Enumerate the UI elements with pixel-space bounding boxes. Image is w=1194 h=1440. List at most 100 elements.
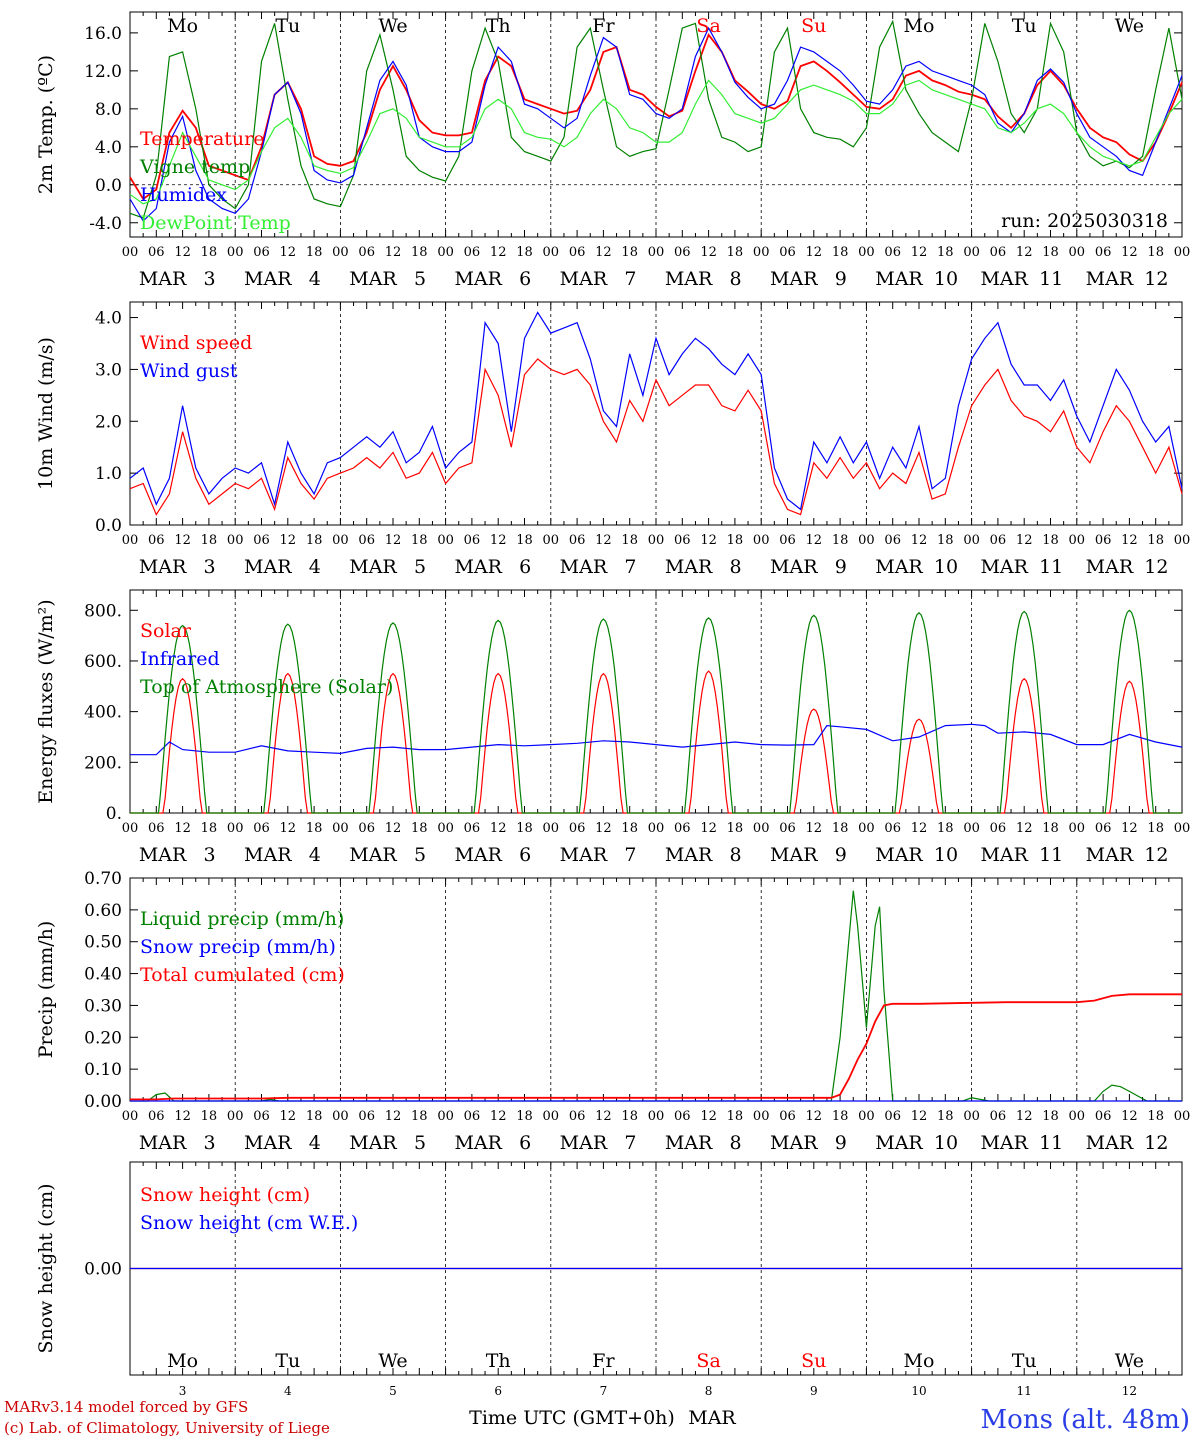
x-hour-label: 12 (1016, 821, 1033, 836)
y-tick-label: 0.20 (84, 1028, 122, 1048)
x-month-label: MAR (1086, 556, 1134, 578)
x-date-label: 12 (1144, 268, 1168, 290)
x-hour-label: 18 (516, 1109, 533, 1124)
y-tick-label: 8.0 (95, 100, 122, 120)
x-hour-label: 00 (753, 1109, 770, 1124)
run-label: run: 2025030318 (1001, 210, 1168, 232)
x-hour-label: 06 (990, 821, 1007, 836)
x-hour-label: 12 (595, 533, 612, 548)
x-hour-label: 12 (1016, 245, 1033, 260)
y-axis-title: Snow height (cm) (35, 1183, 57, 1353)
x-hour-label: 18 (937, 245, 954, 260)
x-date-label: 7 (624, 1132, 636, 1154)
y-tick-label: 1.0 (95, 464, 122, 484)
x-hour-label: 06 (884, 1109, 901, 1124)
x-month-label: MAR (139, 268, 187, 290)
x-hour-label: 00 (753, 245, 770, 260)
x-hour-label: 06 (779, 245, 796, 260)
weekday-label: We (378, 15, 407, 37)
x-date-label: 3 (204, 1132, 216, 1154)
y-tick-label: 4.0 (95, 309, 122, 329)
x-hour-label: 12 (911, 821, 928, 836)
weekday-label: Mo (167, 15, 198, 37)
x-hour-label: 18 (1042, 821, 1059, 836)
month-label: MAR (688, 1407, 736, 1429)
y-tick-label: 12.0 (84, 62, 122, 82)
x-hour-label: 06 (779, 533, 796, 548)
x-date-label: 10 (934, 1132, 958, 1154)
x-month-label: MAR (980, 268, 1028, 290)
x-hour-label: 00 (227, 821, 244, 836)
x-date-label: 6 (519, 556, 531, 578)
x-hour-label: 18 (1042, 245, 1059, 260)
x-hour-label: 12 (490, 245, 507, 260)
legend-entry: Wind gust (140, 360, 238, 382)
x-hour-label: 12 (280, 821, 297, 836)
station-name: Mons (alt. 48m) (981, 1405, 1190, 1435)
x-hour-label: 18 (1147, 245, 1164, 260)
x-month-label: MAR (560, 1132, 608, 1154)
x-hour-label: 00 (858, 1109, 875, 1124)
x-hour-label: 18 (411, 821, 428, 836)
y-tick-label: 800. (84, 601, 122, 621)
x-hour-label: 06 (464, 821, 481, 836)
x-hour-label: 06 (884, 533, 901, 548)
y-tick-label: 0.00 (84, 1092, 122, 1112)
y-tick-label: 2.0 (95, 412, 122, 432)
x-hour-label: 00 (858, 533, 875, 548)
x-hour-label: 00 (963, 821, 980, 836)
x-date-label: 5 (414, 844, 426, 866)
weekday-label: Tu (275, 15, 300, 37)
series-wind-speed (129, 358, 1183, 516)
x-hour-label: 12 (174, 821, 191, 836)
x-hour-label: 00 (332, 821, 349, 836)
x-hour-label: 18 (516, 821, 533, 836)
x-hour-label: 00 (227, 533, 244, 548)
x-hour-label: 18 (621, 533, 638, 548)
x-date-label: 4 (309, 1132, 321, 1154)
x-month-label: MAR (875, 1132, 923, 1154)
x-date-label: 4 (284, 1384, 292, 1398)
x-hour-label: 12 (174, 1109, 191, 1124)
series-group (129, 311, 1183, 516)
x-hour-label: 06 (884, 245, 901, 260)
x-hour-label: 18 (516, 245, 533, 260)
x-date-label: 11 (1039, 1132, 1063, 1154)
x-hour-label: 06 (990, 1109, 1007, 1124)
x-hour-label: 12 (1121, 533, 1138, 548)
x-hour-label: 12 (174, 245, 191, 260)
y-tick-label: 16.0 (84, 24, 122, 44)
x-hour-label: 18 (1042, 533, 1059, 548)
x-hour-label: 12 (385, 821, 402, 836)
x-date-label: 7 (624, 844, 636, 866)
panel-precip: 0.00 0.10 0.20 0.30 0.40 0.50 0.60 0.70 Precip (… (35, 869, 1190, 1154)
x-hour-label: 00 (648, 533, 665, 548)
x-date-label: 4 (309, 268, 321, 290)
legend-entry: Snow precip (mm/h) (140, 936, 336, 958)
series-total-cumulated-cm (130, 993, 1182, 1101)
x-hour-label: 06 (674, 1109, 691, 1124)
x-hour-label: 18 (727, 533, 744, 548)
x-date-label: 8 (730, 268, 742, 290)
x-hour-label: 00 (1174, 245, 1191, 260)
x-date-label: 4 (309, 556, 321, 578)
x-hour-label: 18 (1147, 533, 1164, 548)
x-hour-label: 00 (437, 821, 454, 836)
x-date-label: 8 (730, 844, 742, 866)
x-date-label: 6 (519, 1132, 531, 1154)
y-tick-label: 0.10 (84, 1060, 122, 1080)
x-hour-label: 12 (1016, 1109, 1033, 1124)
x-date-label: 8 (705, 1384, 713, 1398)
x-hour-label: 18 (411, 533, 428, 548)
weekday-label: Mo (904, 15, 935, 37)
y-tick-label: 3.0 (95, 360, 122, 380)
x-month-label: MAR (349, 844, 397, 866)
x-hour-label: 18 (411, 245, 428, 260)
y-tick-label: 0.30 (84, 996, 122, 1016)
legend-entry: Humidex (140, 184, 227, 206)
x-month-label: MAR (980, 1132, 1028, 1154)
series-dewpoint-temp (129, 79, 1183, 205)
x-hour-label: 00 (122, 533, 139, 548)
x-month-label: MAR (560, 556, 608, 578)
weekday-label: We (1115, 15, 1144, 37)
